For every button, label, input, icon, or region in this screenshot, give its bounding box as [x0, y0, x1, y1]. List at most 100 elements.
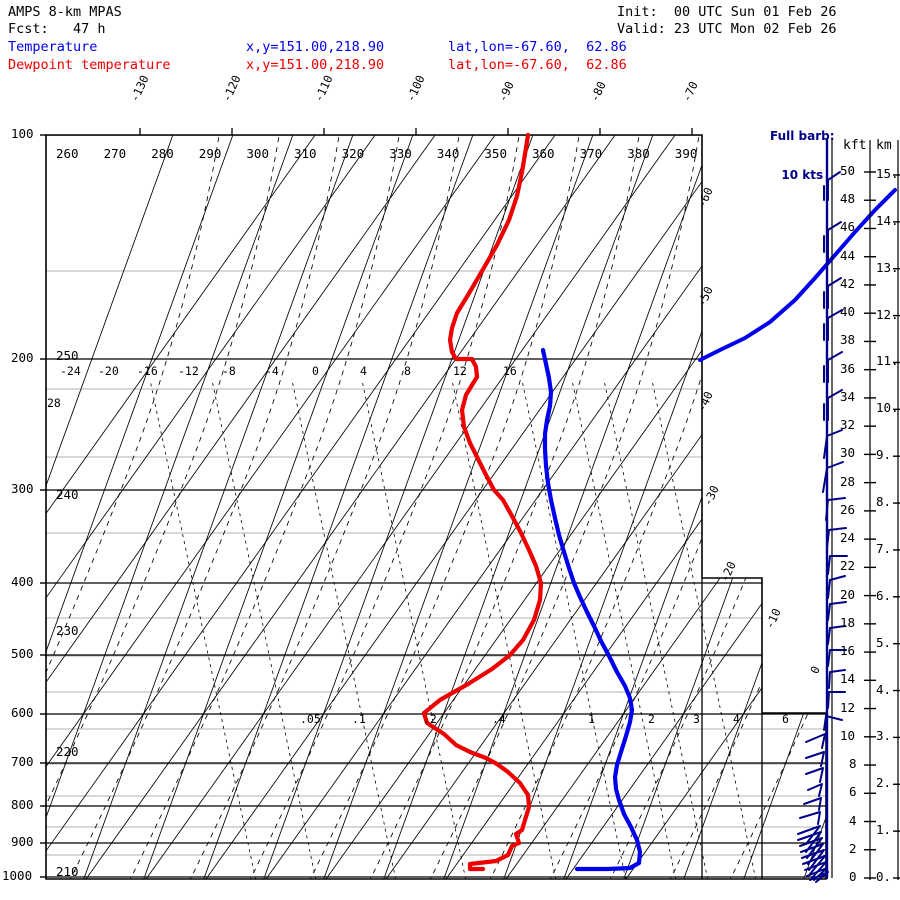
mixing-ratio-label-6: 3 [693, 712, 700, 726]
theta-top-label-260: 260 [56, 146, 79, 161]
init-time: Init: 00 UTC Sun 01 Feb 26 [617, 4, 837, 20]
isotherm-row-label-7: 4 [360, 364, 367, 378]
major-pressure-gridlines [46, 135, 826, 878]
top-isotherm-ticks [139, 128, 693, 135]
pressure-label-100: 100 [11, 126, 34, 141]
dewpoint-profile-curve [540, 347, 643, 872]
model-title: AMPS 8-km MPAS [8, 4, 122, 20]
km-axis-title: km [876, 138, 892, 153]
pressure-label-200: 200 [11, 350, 34, 365]
kft-label-22: 22 [840, 558, 856, 574]
theta-top-label-380: 380 [627, 146, 650, 161]
theta-top-label-340: 340 [436, 146, 460, 161]
kft-label-34: 34 [840, 388, 856, 404]
isotherm-row-label-3: -12 [178, 364, 199, 378]
km-label-8: 8. [876, 494, 892, 510]
mixing-ratio-label-5: 2 [648, 712, 655, 726]
km-label-14: 14. [876, 212, 899, 228]
theta-top-label-300: 300 [246, 146, 269, 161]
kft-label-2: 2 [849, 840, 857, 856]
kft-label-48: 48 [840, 191, 856, 207]
grid-group [46, 135, 826, 879]
dewpoint-latlon: lat,lon=-67.60, 62.86 [448, 57, 627, 73]
dewpoint-xy: x,y=151.00,218.90 [246, 57, 385, 73]
pressure-label-800: 800 [11, 797, 34, 812]
km-label-6: 6. [876, 587, 892, 603]
kft-label-28: 28 [840, 473, 856, 489]
mixing-ratio-lines [149, 379, 761, 879]
km-label-1: 1. [876, 822, 892, 838]
kft-label-26: 26 [840, 501, 856, 517]
theta-top-label-350: 350 [484, 146, 507, 161]
isotherm-row-label-6: 0 [312, 364, 319, 378]
theta-top-label-310: 310 [294, 146, 317, 161]
km-label-0: 0. [876, 869, 892, 884]
pressure-label-300: 300 [11, 481, 34, 496]
kft-label-36: 36 [840, 360, 856, 376]
kft-label-24: 24 [840, 530, 856, 546]
isotherm-row-label-4: -8 [222, 364, 236, 378]
pressure-ticks [40, 134, 46, 878]
wind-barbs [797, 138, 848, 883]
height-line [698, 188, 897, 362]
kft-label-12: 12 [840, 699, 856, 715]
isotherm-row-label-5: -4 [265, 364, 279, 378]
mixing-ratio-label-1: .1 [352, 712, 366, 726]
kft-label-6: 6 [849, 784, 857, 800]
mixing-ratio-label-3: .4 [492, 712, 506, 726]
theta-left-label-230: 230 [56, 623, 79, 638]
km-label-10: 10. [876, 400, 899, 416]
temperature-profile-curve [421, 132, 544, 872]
full-barb-legend: Full barb: 10 kts [770, 104, 835, 195]
theta-left-label-220: 220 [56, 744, 79, 759]
plot-border [45, 134, 827, 880]
kft-axis-title: kft [843, 138, 867, 153]
temperature-latlon: lat,lon=-67.60, 62.86 [448, 39, 627, 55]
pressure-label-500: 500 [11, 646, 34, 661]
theta-top-label-270: 270 [103, 146, 127, 161]
kft-label-0: 0 [849, 869, 857, 884]
kft-label-30: 30 [840, 445, 856, 461]
kft-label-46: 46 [840, 219, 856, 235]
inner-frame [701, 578, 763, 879]
kft-label-42: 42 [840, 275, 856, 291]
theta-left-label-250: 250 [56, 348, 79, 363]
isotherms [46, 135, 826, 879]
theta-extra-label: 28 [47, 396, 61, 410]
mixing-ratio-label-4: 1 [588, 712, 595, 726]
theta-top-label-320: 320 [341, 146, 365, 161]
theta-top-label-390: 390 [674, 146, 698, 161]
full-barb-legend-line1: Full barb: [770, 129, 835, 143]
full-barb-legend-line2: 10 kts [781, 168, 824, 182]
forecast-hour: Fcst: 47 h [8, 21, 106, 37]
wind-barb-column [797, 138, 848, 883]
pressure-label-600: 600 [11, 705, 34, 720]
km-label-12: 12. [876, 306, 899, 322]
kft-label-38: 38 [840, 332, 856, 348]
km-label-7: 7. [876, 540, 892, 556]
pressure-label-700: 700 [11, 754, 34, 769]
kft-label-44: 44 [840, 247, 856, 263]
kft-label-50: 50 [840, 163, 856, 178]
mixing-ratio-label-2: .2 [423, 712, 437, 726]
dry-adiabats [46, 135, 826, 879]
pressure-label-1000: 1000 [2, 868, 33, 883]
theta-top-label-330: 330 [389, 146, 412, 161]
theta-top-label-290: 290 [198, 146, 222, 161]
theta-top-label-360: 360 [532, 146, 555, 161]
kft-label-32: 32 [840, 417, 856, 433]
km-label-15: 15. [876, 166, 899, 181]
kft-axis [864, 140, 876, 880]
temperature-xy: x,y=151.00,218.90 [246, 39, 385, 55]
km-label-11: 11. [876, 353, 899, 369]
kft-label-40: 40 [840, 304, 856, 320]
theta-top-label-280: 280 [151, 146, 174, 161]
pressure-label-400: 400 [11, 574, 34, 589]
isotherm-row-label-10: 16 [503, 364, 517, 378]
kft-label-8: 8 [849, 756, 857, 772]
km-label-4: 4. [876, 681, 892, 697]
isotherm-row-label-0: -24 [60, 364, 81, 378]
kft-label-20: 20 [840, 586, 856, 602]
